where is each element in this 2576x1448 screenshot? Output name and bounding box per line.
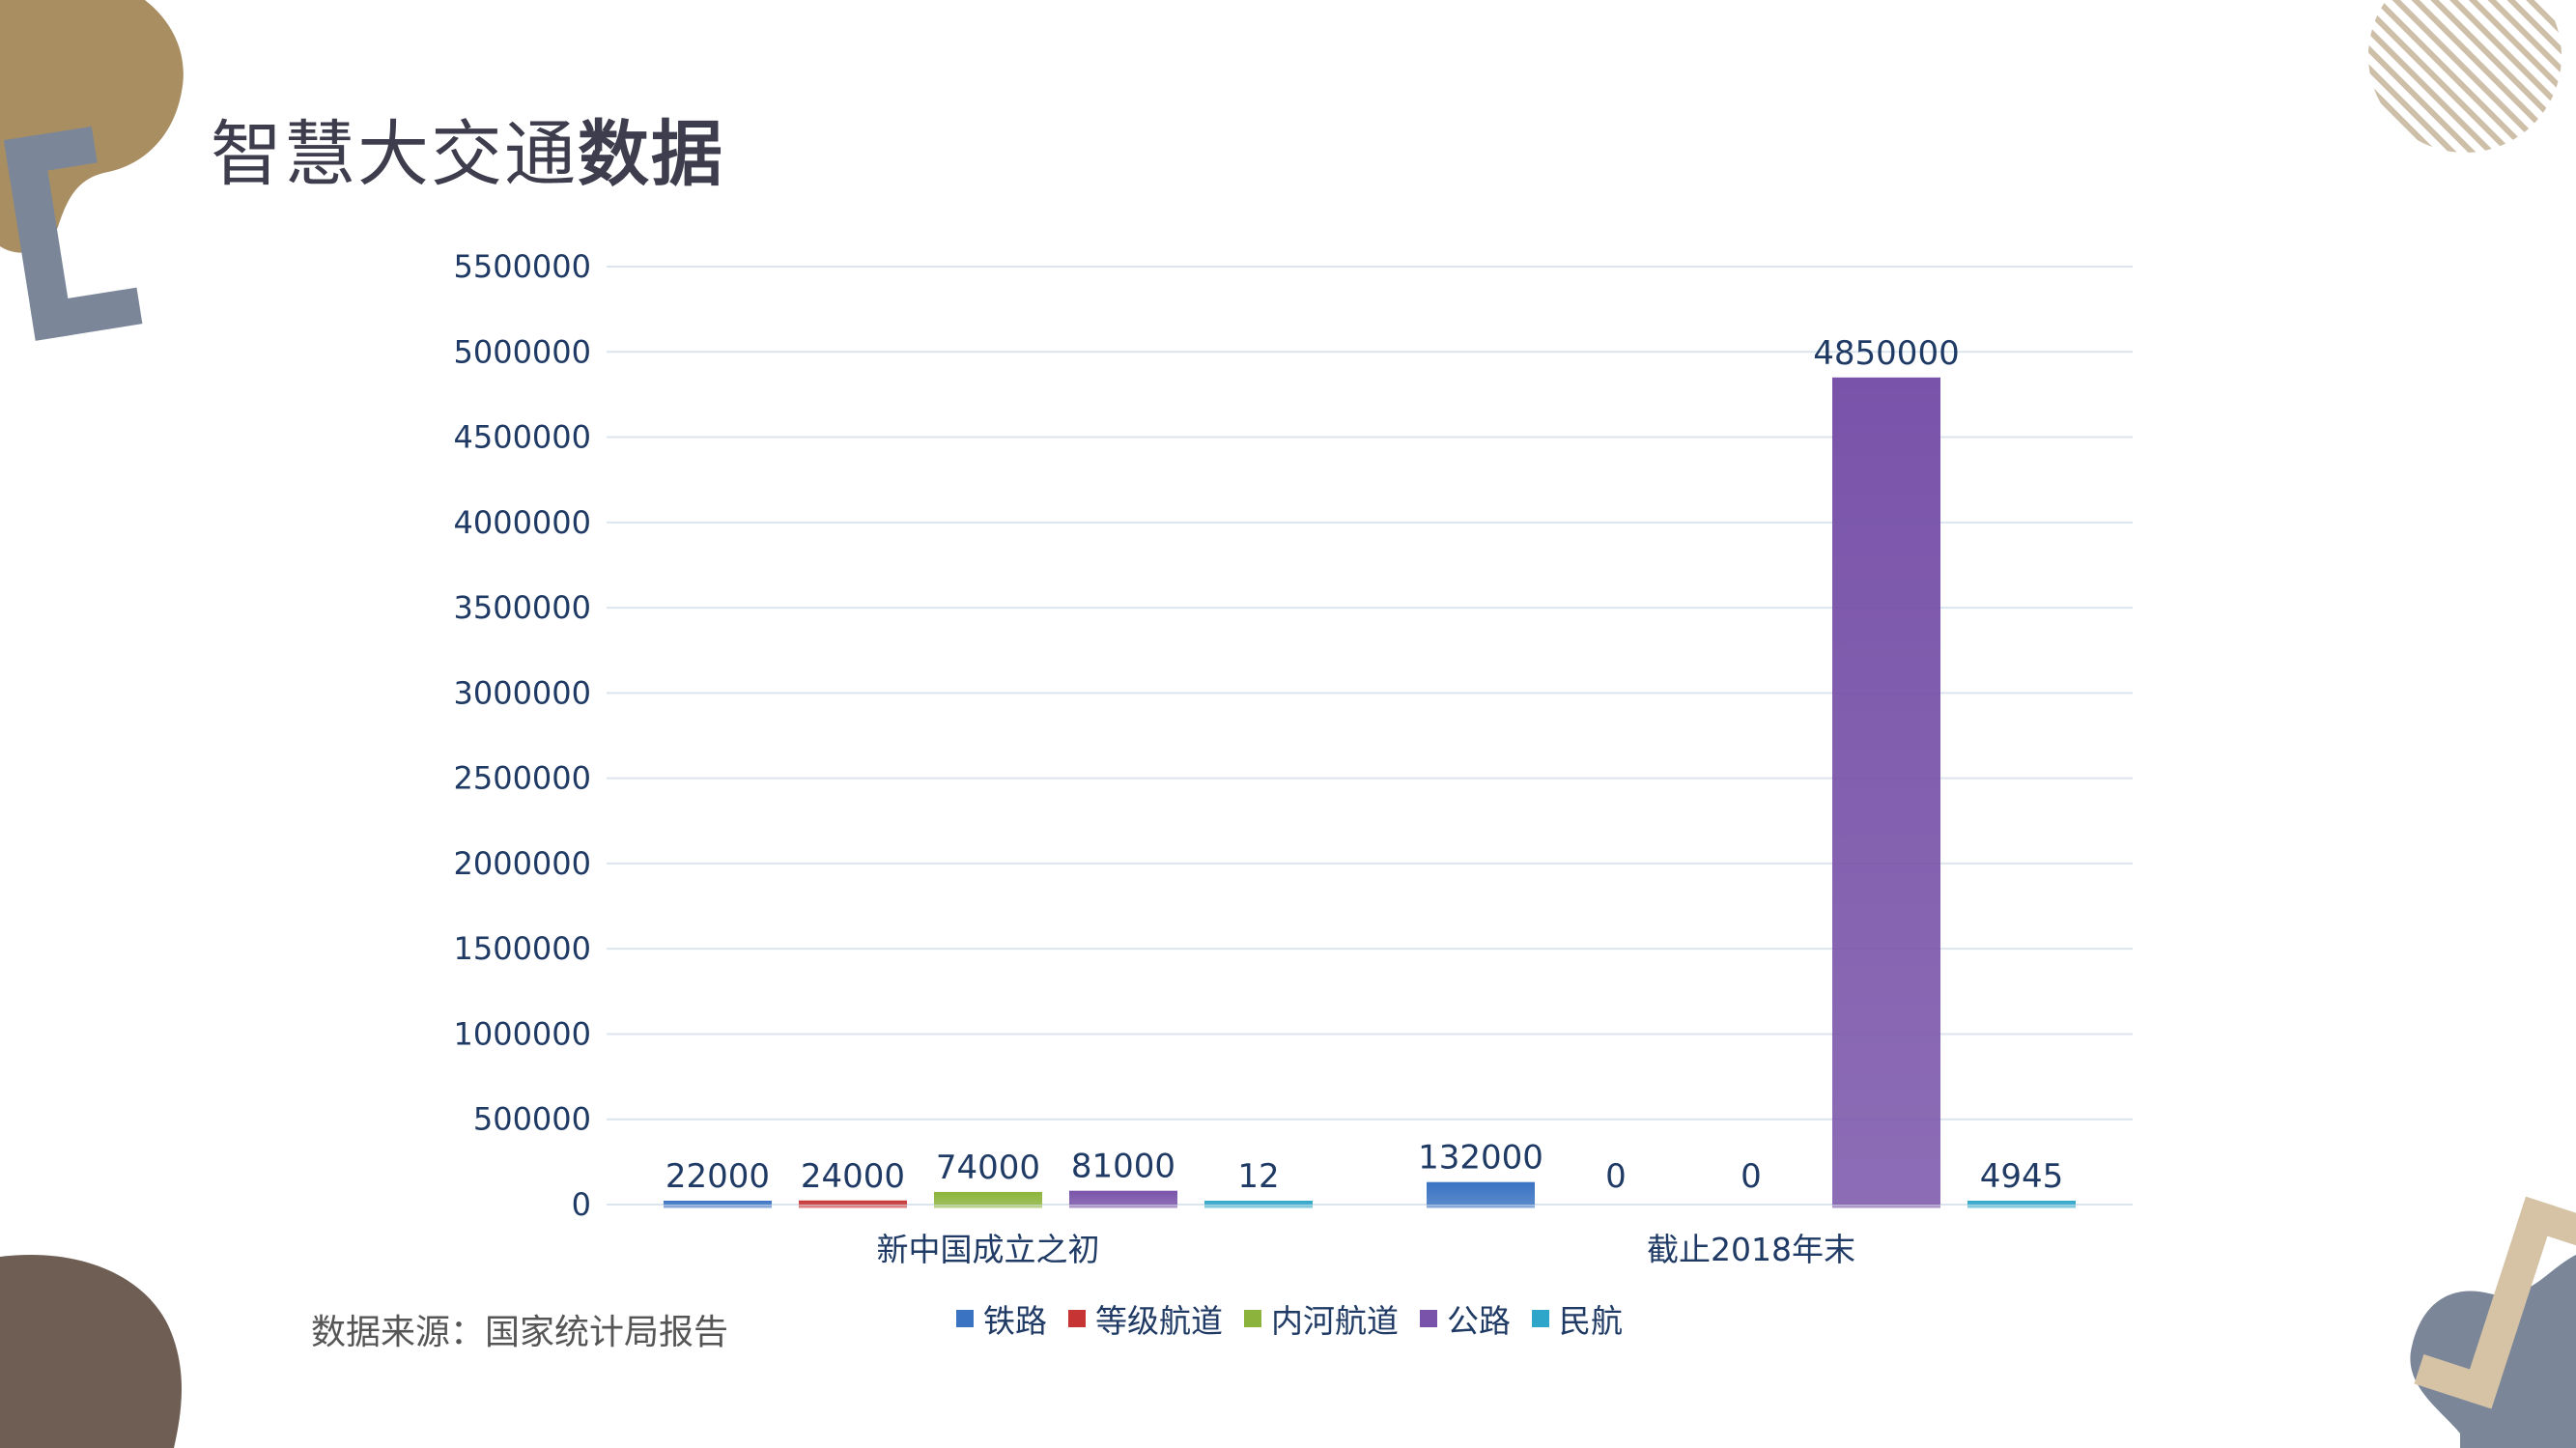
legend-swatch bbox=[1068, 1310, 1086, 1327]
legend-item: 公路 bbox=[1420, 1295, 1511, 1342]
y-tick-label: 4000000 bbox=[453, 504, 591, 541]
bar-内河航道 bbox=[934, 1191, 1042, 1205]
data-label: 4850000 bbox=[1813, 334, 1959, 373]
source-note: 数据来源：国家统计局报告 bbox=[311, 1313, 729, 1352]
y-tick-label: 1000000 bbox=[453, 1015, 591, 1052]
y-tick-label: 1500000 bbox=[453, 930, 591, 967]
bar-chart: 0 500000 1000000 1500000 2000000 2500000 30000… bbox=[453, 248, 2133, 1268]
legend-label: 等级航道 bbox=[1095, 1302, 1223, 1340]
y-tick-label: 2500000 bbox=[453, 760, 591, 797]
x-tick-label: 新中国成立之初 bbox=[877, 1231, 1100, 1268]
data-label: 0 bbox=[1605, 1157, 1627, 1196]
legend-label: 内河航道 bbox=[1271, 1302, 1399, 1340]
y-axis-ticks: 0 500000 1000000 1500000 2000000 2500000 30000… bbox=[453, 248, 591, 1223]
x-axis-ticks: 新中国成立之初 截止2018年末 bbox=[877, 1231, 1855, 1268]
bars bbox=[664, 377, 2076, 1208]
bar-铁路 bbox=[664, 1201, 772, 1205]
legend-label: 公路 bbox=[1447, 1302, 1511, 1340]
bar-公路 bbox=[1069, 1190, 1177, 1205]
data-label: 132000 bbox=[1418, 1139, 1543, 1178]
data-label: 24000 bbox=[801, 1157, 905, 1196]
legend-swatch bbox=[1244, 1310, 1261, 1327]
bar-公路 bbox=[1832, 377, 1940, 1206]
bar-民航 bbox=[1204, 1201, 1313, 1205]
y-tick-label: 5000000 bbox=[453, 333, 591, 370]
decor-bottom-left bbox=[0, 1255, 183, 1448]
y-tick-label: 3500000 bbox=[453, 589, 591, 626]
legend-label: 铁路 bbox=[983, 1302, 1047, 1340]
legend-label: 民航 bbox=[1559, 1302, 1623, 1340]
page-title-bold: 数据 bbox=[578, 113, 724, 196]
legend-item: 等级航道 bbox=[1068, 1295, 1223, 1342]
data-label: 12 bbox=[1237, 1157, 1279, 1196]
chart-legend: 铁路 等级航道 内河航道 公路 民航 bbox=[956, 1294, 1623, 1343]
decor-bottom-right bbox=[2410, 1196, 2576, 1448]
bar-等级航道 bbox=[799, 1200, 907, 1205]
y-tick-label: 5500000 bbox=[453, 248, 591, 285]
legend-swatch bbox=[1532, 1310, 1549, 1327]
legend-item: 内河航道 bbox=[1244, 1295, 1399, 1342]
legend-swatch bbox=[956, 1310, 974, 1327]
data-label: 4945 bbox=[1980, 1157, 2064, 1196]
y-tick-label: 3000000 bbox=[453, 674, 591, 711]
x-tick-label: 截止2018年末 bbox=[1647, 1231, 1855, 1268]
data-label: 22000 bbox=[665, 1157, 770, 1196]
data-label: 0 bbox=[1741, 1157, 1762, 1196]
page-title: 智慧大交通数据 bbox=[211, 97, 724, 200]
data-label: 74000 bbox=[936, 1149, 1040, 1187]
legend-item: 铁路 bbox=[956, 1295, 1047, 1342]
y-tick-label: 0 bbox=[572, 1186, 591, 1223]
y-tick-label: 500000 bbox=[473, 1101, 591, 1138]
data-label: 81000 bbox=[1071, 1148, 1175, 1186]
decor-top-right-circle bbox=[2368, 0, 2562, 153]
decor-top-left bbox=[0, 0, 184, 341]
data-labels: 22000 24000 74000 81000 12 132000 0 0 4850000 494… bbox=[665, 334, 2063, 1196]
y-tick-label: 2000000 bbox=[453, 845, 591, 882]
bar-民航 bbox=[1967, 1201, 2076, 1205]
bar-铁路 bbox=[1427, 1181, 1535, 1205]
legend-item: 民航 bbox=[1532, 1295, 1623, 1342]
page-title-main: 智慧大交通 bbox=[211, 113, 578, 196]
legend-swatch bbox=[1420, 1310, 1437, 1327]
y-tick-label: 4500000 bbox=[453, 419, 591, 456]
